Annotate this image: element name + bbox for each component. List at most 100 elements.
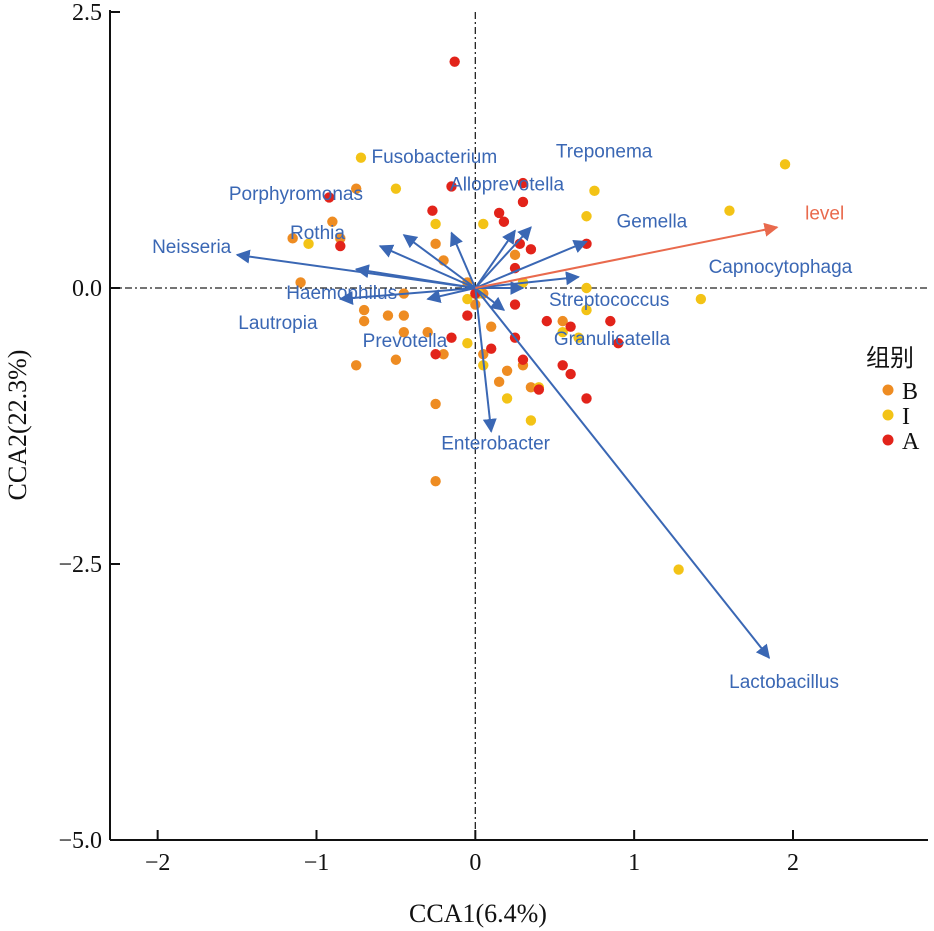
data-point-B	[350, 183, 362, 194]
data-point-A	[517, 354, 529, 365]
arrow-prevotella	[426, 287, 476, 304]
data-point-B	[350, 360, 362, 371]
data-point-B	[398, 310, 410, 321]
data-point-B	[398, 326, 410, 338]
data-point-B	[335, 233, 346, 244]
data-point-I	[355, 152, 367, 163]
data-point-I	[501, 393, 513, 404]
data-point-A	[486, 343, 497, 354]
legend-label-A: A	[902, 429, 920, 455]
data-point-A	[430, 349, 441, 360]
arrow-capnocytophaga	[475, 271, 580, 289]
data-point-I	[430, 218, 441, 230]
arrow-label-lactobacillus: Lactobacillus	[729, 672, 839, 693]
arrow-label-rothia: Rothia	[290, 223, 345, 244]
data-point-A	[565, 368, 576, 380]
arrow-haemophilus	[354, 264, 476, 289]
y-tick-label: −5.0	[58, 828, 102, 854]
y-tick-label: 2.5	[72, 0, 102, 26]
data-point-B	[327, 216, 338, 227]
data-point-B	[422, 326, 433, 338]
arrow-label-treponema: Treponema	[556, 141, 653, 162]
legend-marker-B	[882, 384, 894, 396]
arrow-label-neisseria: Neisseria	[152, 237, 232, 258]
x-axis-title: CCA1(6.4%)	[409, 899, 547, 928]
x-tick-label: −2	[145, 850, 171, 876]
data-point-B	[430, 476, 441, 487]
legend-marker-I	[882, 409, 894, 421]
legend-label-B: B	[902, 379, 918, 405]
data-point-I	[525, 415, 537, 426]
data-point-I	[581, 304, 592, 316]
arrow-label-streptococcus: Streptococcus	[549, 290, 669, 311]
data-point-A	[493, 207, 505, 219]
y-axis-title: CCA2(22.3%)	[3, 350, 32, 501]
data-point-A	[525, 244, 537, 255]
arrow-label-level: level	[805, 203, 844, 224]
data-point-A	[462, 310, 473, 321]
biplot-arrows: Lactobacillus Capnocytophaga Gemella Trepon…	[152, 141, 853, 693]
arrow-label-fusobacterium: Fusobacterium	[371, 147, 497, 168]
sample-points	[287, 56, 791, 575]
data-point-B	[358, 304, 370, 316]
data-point-I	[478, 218, 489, 230]
x-tick-label: −1	[304, 850, 330, 876]
data-point-B	[525, 382, 537, 393]
arrow-label-granulicatella: Granulicatella	[554, 329, 671, 350]
data-point-I	[557, 326, 568, 338]
data-point-B	[430, 238, 441, 250]
arrow-label-haemophilus: Haemophilus	[286, 283, 397, 304]
arrow-lautropia	[338, 287, 476, 305]
data-point-A	[581, 393, 592, 404]
data-point-A	[427, 205, 438, 216]
arrow-label-gemella: Gemella	[617, 212, 688, 233]
data-point-B	[509, 249, 521, 261]
data-point-A	[498, 216, 510, 227]
data-point-A	[446, 181, 457, 192]
arrow-alloprevotella	[474, 229, 516, 289]
data-point-A	[613, 338, 624, 349]
y-tick-label: 0.0	[72, 276, 102, 302]
data-point-A	[446, 332, 457, 343]
data-point-A	[517, 177, 529, 189]
data-point-I	[581, 282, 592, 294]
data-point-A	[605, 315, 616, 327]
data-point-I	[779, 159, 791, 170]
x-tick-label: 2	[787, 850, 799, 876]
data-point-A	[335, 240, 346, 252]
arrow-fusobacterium	[450, 231, 477, 289]
arrow-label-alloprevotella: Alloprevotella	[450, 175, 564, 196]
data-point-A	[517, 196, 529, 208]
arrow-enterobacter	[474, 287, 497, 433]
legend-title: 组别	[866, 344, 914, 372]
data-point-A	[509, 299, 521, 310]
data-point-B	[430, 398, 441, 410]
data-point-B	[358, 315, 370, 327]
arrow-treponema	[474, 226, 532, 289]
data-point-B	[390, 354, 402, 365]
data-point-B	[501, 365, 513, 376]
arrow-label-capnocytophaga: Capnocytophaga	[709, 257, 853, 278]
arrow-label-lautropia: Lautropia	[238, 313, 318, 334]
data-point-B	[486, 321, 497, 332]
ticks: −2 −1 0 1 2 2.5 0.0 −2.5 −5.0	[58, 0, 799, 876]
arrow-label-enterobacter: Enterobacter	[441, 434, 550, 455]
data-point-A	[449, 56, 460, 67]
legend: 组别 BIA	[866, 344, 920, 455]
y-tick-label: −2.5	[58, 552, 102, 578]
data-point-A	[533, 384, 545, 395]
data-point-A	[323, 192, 335, 203]
axes	[109, 10, 928, 841]
arrow-label-porphyromonas: Porphyromonas	[229, 184, 363, 205]
data-point-B	[557, 315, 568, 327]
data-point-A	[565, 321, 576, 332]
data-point-I	[462, 338, 473, 349]
data-point-B	[438, 349, 449, 360]
arrow-level	[475, 222, 779, 289]
data-point-I	[589, 185, 600, 197]
arrow-porphyromonas	[402, 234, 476, 289]
data-point-A	[541, 315, 552, 327]
arrow-rothia	[378, 244, 476, 289]
data-point-I	[673, 564, 684, 575]
